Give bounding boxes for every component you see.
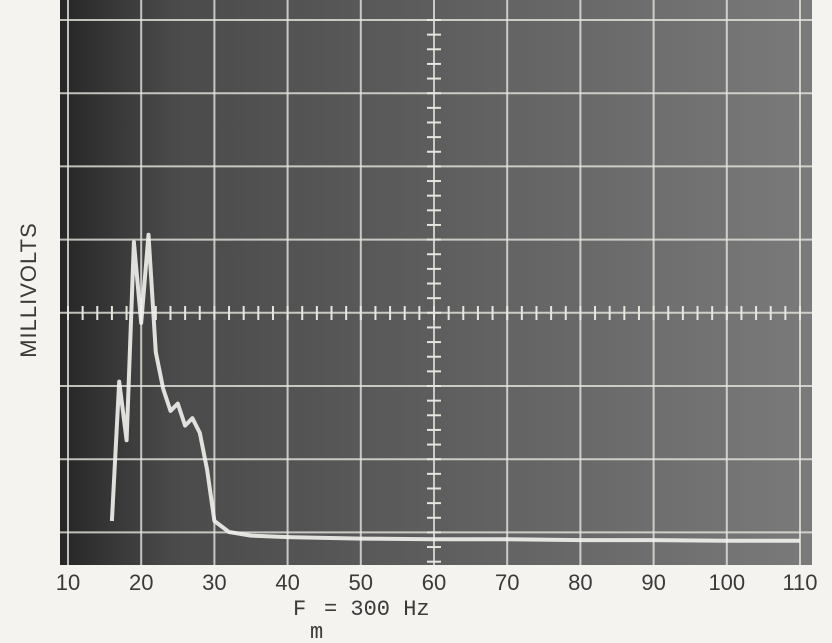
x-tick-label: 100 (708, 570, 745, 595)
x-tick-label: 90 (641, 570, 665, 595)
x-tick-label: 30 (202, 570, 226, 595)
annotation-symbol: F (293, 597, 306, 622)
x-tick-label: 10 (56, 570, 80, 595)
x-tick-label: 110 (782, 570, 817, 595)
trace (109, 232, 800, 543)
annotation-text: = 300 Hz (324, 597, 430, 622)
y-axis-label: MILLIVOLTS (16, 222, 41, 358)
x-tick-label: 60 (422, 570, 446, 595)
scope-screen (60, 0, 812, 565)
graticule (60, 0, 812, 565)
x-tick-label: 20 (129, 570, 153, 595)
x-tick-label: 40 (275, 570, 299, 595)
annotation-subscript: m (310, 620, 323, 643)
x-tick-label: 50 (349, 570, 373, 595)
x-tick-label: 70 (495, 570, 519, 595)
x-tick-label: 80 (568, 570, 592, 595)
